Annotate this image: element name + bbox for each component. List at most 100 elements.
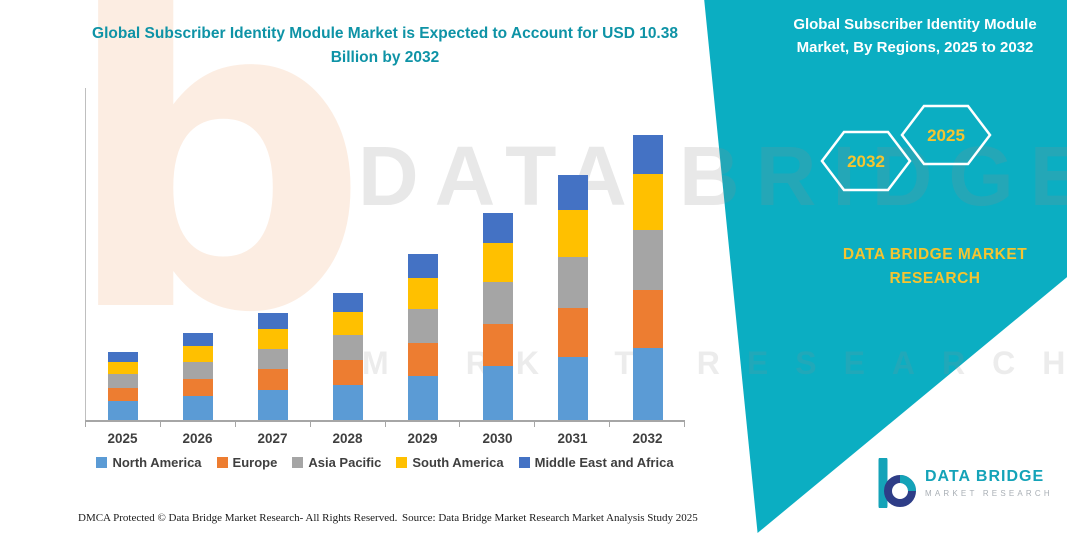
legend-label: Asia Pacific <box>308 455 382 470</box>
bar-group-2032 <box>610 82 685 420</box>
legend-item: Asia Pacific <box>292 455 381 470</box>
x-axis-label-2027: 2027 <box>257 431 288 446</box>
x-axis-label-2031: 2031 <box>557 431 588 446</box>
bar-segment <box>482 212 513 243</box>
bar-segment <box>257 312 288 329</box>
logo-subtitle: MARKET RESEARCH <box>925 489 1053 498</box>
bar-segment <box>107 362 138 375</box>
stacked-bar-2027 <box>257 312 288 420</box>
bar-segment <box>182 361 213 379</box>
x-axis-label-2032: 2032 <box>632 431 663 446</box>
logo-name: DATA BRIDGE <box>925 468 1045 485</box>
stacked-bar-2028 <box>332 292 363 420</box>
legend-label: North America <box>112 455 202 470</box>
side-brand-line1: DATA BRIDGE MARKET <box>842 246 1028 263</box>
legend-swatch <box>518 457 530 468</box>
bar-segment <box>482 365 513 420</box>
bar-segment <box>182 395 213 420</box>
axis-tick <box>684 422 685 427</box>
legend-swatch <box>216 457 228 468</box>
bar-segment <box>632 173 663 231</box>
hexagon-2032-outline <box>820 130 912 192</box>
hexagon-2032-label: 2032 <box>847 152 885 171</box>
bar-segment <box>557 256 588 308</box>
logo-text: DATA BRIDGE MARKET RESEARCH <box>925 468 1053 498</box>
stacked-bar-2025 <box>107 351 138 420</box>
hexagon-2032-badge: 2032 <box>820 130 912 192</box>
bar-segment <box>182 333 213 346</box>
bar-segment <box>632 290 663 349</box>
x-axis-label-2025: 2025 <box>107 431 138 446</box>
legend-label: Middle East and Africa <box>534 455 674 470</box>
bar-segment <box>182 378 213 396</box>
bar-segment <box>632 230 663 291</box>
source-text: Source: Data Bridge Market Research Mark… <box>402 512 698 524</box>
bar-segment <box>557 210 588 257</box>
axis-tick <box>609 422 611 427</box>
legend-swatch <box>292 457 304 468</box>
chart-title: Global Subscriber Identity Module Market… <box>92 25 678 67</box>
bar-segment <box>332 292 363 312</box>
bar-group-2026 <box>160 82 235 420</box>
bar-segment <box>632 135 663 174</box>
stacked-bar-chart: 2025 2026 2027 2028 2029 2030 2031 2032 <box>85 82 685 446</box>
hexagon-2025-outline <box>900 104 992 166</box>
side-brand-text: DATA BRIDGE MARKET RESEARCH <box>825 243 1045 291</box>
y-axis-line <box>85 88 86 420</box>
bar-segment <box>632 348 663 420</box>
bars-row <box>85 82 685 422</box>
logo-b-icon <box>878 458 916 508</box>
axis-tick <box>309 422 311 427</box>
legend-item: South America <box>396 455 504 470</box>
axis-tick <box>534 422 536 427</box>
x-axis-label-2030: 2030 <box>482 431 513 446</box>
x-axis-label-2026: 2026 <box>182 431 213 446</box>
year-labels: 2025 2026 2027 2028 2029 2030 2031 2032 <box>85 431 685 446</box>
axis-tick <box>159 422 161 427</box>
bar-segment <box>107 400 138 420</box>
legend-item: Middle East and Africa <box>518 455 674 470</box>
stacked-bar-2026 <box>182 333 213 420</box>
bar-segment <box>182 345 213 362</box>
bar-segment <box>557 175 588 211</box>
axis-tick <box>384 422 386 427</box>
bar-segment <box>107 387 138 401</box>
bar-segment <box>407 277 438 310</box>
chart-legend: North America Europe Asia Pacific South Ame… <box>60 455 710 470</box>
bar-segment <box>557 307 588 357</box>
bar-group-2025 <box>85 82 160 420</box>
bar-group-2031 <box>535 82 610 420</box>
legend-swatch <box>396 457 408 468</box>
axis-tick <box>234 422 236 427</box>
x-axis-label-2029: 2029 <box>407 431 438 446</box>
bar-segment <box>332 385 363 420</box>
bar-segment <box>482 281 513 325</box>
bar-segment <box>482 242 513 282</box>
stacked-bar-2030 <box>482 212 513 420</box>
hexagon-2025-badge: 2025 <box>900 104 992 166</box>
side-brand-line2: RESEARCH <box>889 270 981 288</box>
bar-segment <box>407 342 438 376</box>
bar-segment <box>257 328 288 349</box>
bar-group-2028 <box>310 82 385 420</box>
bar-group-2027 <box>235 82 310 420</box>
bar-segment <box>107 351 138 363</box>
stacked-bar-2029 <box>407 253 438 420</box>
bar-segment <box>407 309 438 343</box>
axis-ticks <box>85 422 685 427</box>
bar-segment <box>332 335 363 361</box>
year-badges: 2032 2025 <box>820 100 998 201</box>
bar-segment <box>257 390 288 420</box>
legend-swatch <box>96 457 108 468</box>
side-panel-title: Global Subscriber Identity Module Market… <box>793 16 1037 57</box>
stacked-bar-2031 <box>557 175 588 420</box>
bar-segment <box>557 356 588 420</box>
bar-segment <box>482 324 513 366</box>
bar-segment <box>407 375 438 420</box>
bar-group-2029 <box>385 82 460 420</box>
axis-tick <box>459 422 461 427</box>
legend-item: North America <box>96 455 202 470</box>
x-axis-label-2028: 2028 <box>332 431 363 446</box>
databridge-logo: DATA BRIDGE MARKET RESEARCH <box>876 458 1053 508</box>
